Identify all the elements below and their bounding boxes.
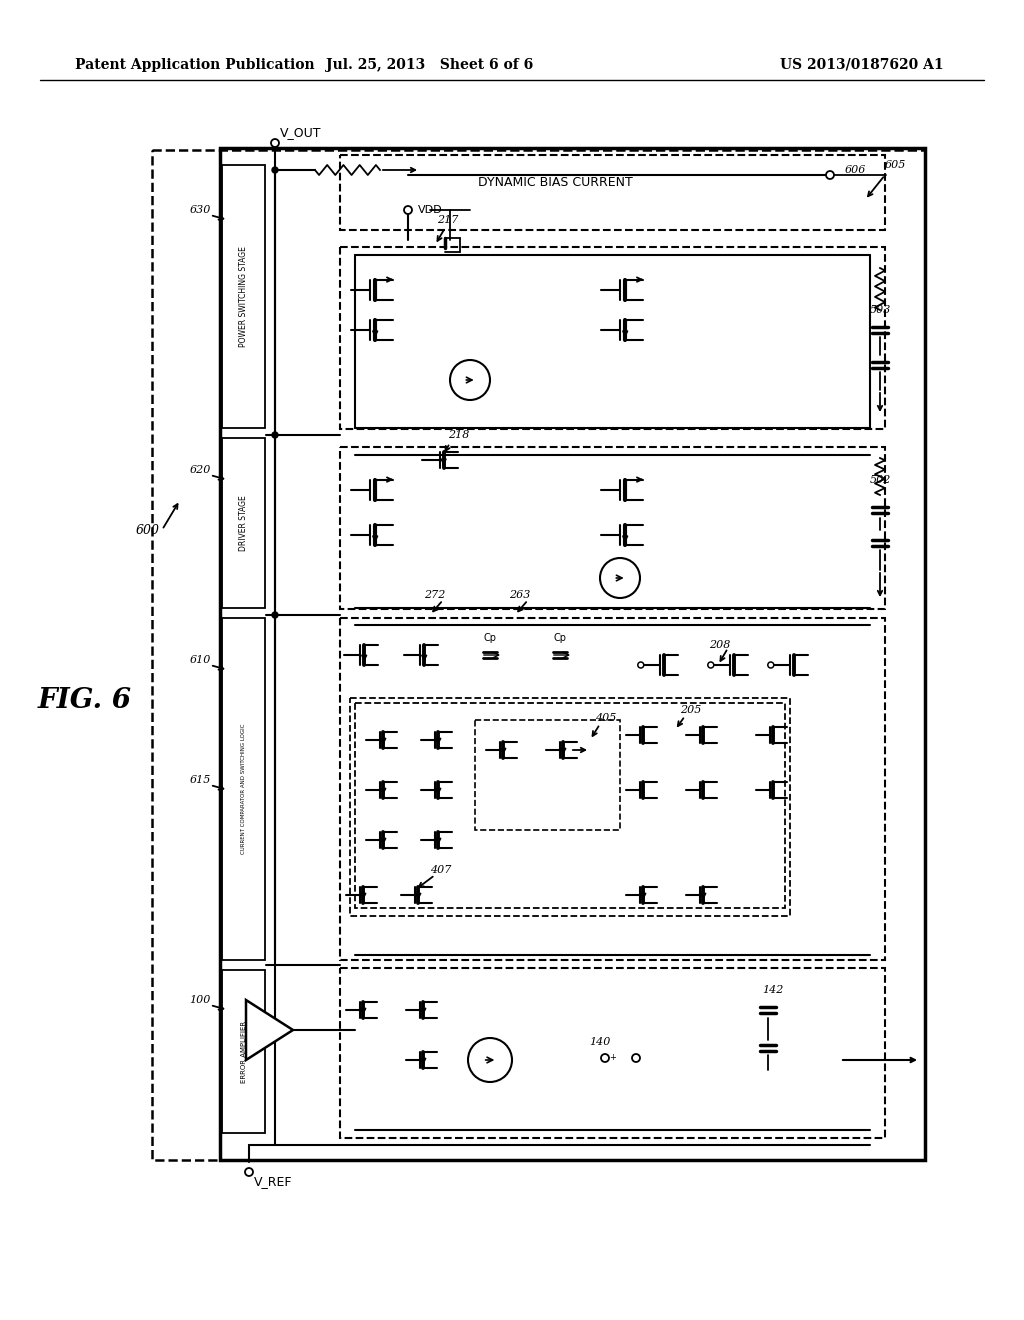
Text: V_OUT: V_OUT: [280, 127, 322, 140]
Text: VDD: VDD: [418, 205, 442, 215]
Text: 620: 620: [189, 465, 211, 475]
Circle shape: [245, 1168, 253, 1176]
Text: FIG. 6: FIG. 6: [38, 686, 132, 714]
Text: -: -: [254, 1035, 258, 1048]
Bar: [340, 447, 885, 609]
Circle shape: [468, 1038, 512, 1082]
Text: CURRENT COMPARATOR AND SWITCHING LOGIC: CURRENT COMPARATOR AND SWITCHING LOGIC: [241, 723, 246, 854]
Text: 205: 205: [680, 705, 701, 715]
Text: +: +: [609, 1053, 616, 1063]
Text: 600: 600: [136, 524, 160, 536]
Bar: [355, 704, 785, 908]
Text: 405: 405: [595, 713, 616, 723]
Text: 610: 610: [189, 655, 211, 665]
Text: 272: 272: [424, 590, 445, 601]
Bar: [222, 438, 265, 609]
Polygon shape: [246, 1001, 293, 1060]
Circle shape: [638, 663, 644, 668]
Text: US 2013/0187620 A1: US 2013/0187620 A1: [780, 58, 944, 73]
Text: 208: 208: [710, 640, 731, 649]
Bar: [220, 148, 925, 1160]
Circle shape: [708, 663, 714, 668]
Text: 630: 630: [189, 205, 211, 215]
Text: 615: 615: [189, 775, 211, 785]
Text: V_REF: V_REF: [254, 1176, 293, 1188]
Text: 100: 100: [189, 995, 211, 1005]
Bar: [350, 698, 790, 916]
Text: POWER SWITCHING STAGE: POWER SWITCHING STAGE: [239, 247, 248, 347]
Bar: [340, 618, 885, 960]
Circle shape: [768, 663, 774, 668]
Text: Cp: Cp: [554, 634, 566, 643]
Text: Patent Application Publication: Patent Application Publication: [75, 58, 314, 73]
Text: ERROR AMPLIFIER: ERROR AMPLIFIER: [241, 1020, 247, 1084]
Circle shape: [826, 172, 834, 180]
Text: 217: 217: [437, 215, 459, 224]
Circle shape: [272, 168, 278, 173]
Text: 407: 407: [430, 865, 452, 875]
Circle shape: [272, 612, 278, 618]
Text: Jul. 25, 2013   Sheet 6 of 6: Jul. 25, 2013 Sheet 6 of 6: [327, 58, 534, 73]
Bar: [222, 618, 265, 960]
Circle shape: [272, 432, 278, 438]
Text: DYNAMIC BIAS CURRENT: DYNAMIC BIAS CURRENT: [477, 177, 633, 190]
Text: +: +: [251, 1012, 261, 1023]
Circle shape: [404, 206, 412, 214]
Circle shape: [600, 558, 640, 598]
Bar: [475, 719, 620, 830]
Text: 142: 142: [762, 985, 783, 995]
Circle shape: [632, 1053, 640, 1063]
Bar: [222, 970, 265, 1133]
Bar: [340, 247, 885, 429]
Bar: [222, 165, 265, 428]
Text: 503: 503: [870, 305, 891, 315]
Text: 605: 605: [885, 160, 905, 170]
Text: 218: 218: [449, 430, 469, 440]
Text: 502: 502: [870, 475, 891, 484]
Bar: [340, 154, 885, 230]
Bar: [340, 968, 885, 1138]
Circle shape: [450, 360, 490, 400]
Text: Cp: Cp: [483, 634, 497, 643]
Text: 263: 263: [509, 590, 530, 601]
Bar: [152, 150, 925, 1160]
Text: 606: 606: [845, 165, 865, 176]
Text: DRIVER STAGE: DRIVER STAGE: [239, 495, 248, 550]
Circle shape: [271, 139, 279, 147]
Circle shape: [601, 1053, 609, 1063]
Text: 140: 140: [590, 1038, 610, 1047]
